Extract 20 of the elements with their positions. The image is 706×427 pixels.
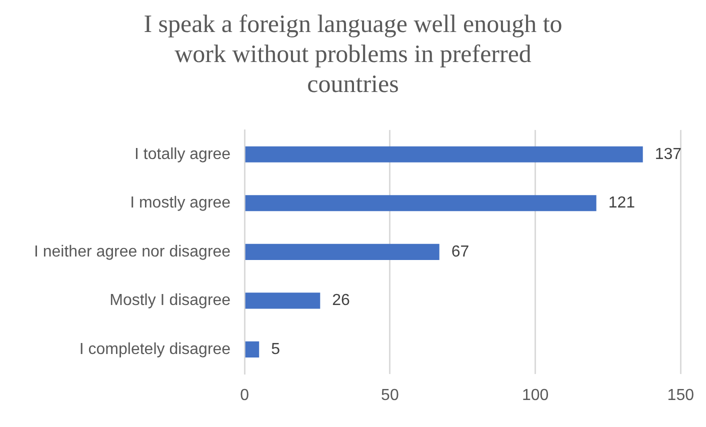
x-tick-label: 150 bbox=[667, 386, 694, 404]
x-tick-label: 100 bbox=[522, 386, 549, 404]
chart-title: I speak a foreign language well enough to work without problems in preferred countries bbox=[142, 10, 564, 100]
bar bbox=[245, 146, 643, 162]
x-tick-label: 0 bbox=[240, 386, 250, 404]
y-tick-label: I completely disagree bbox=[79, 340, 231, 358]
data-label: 137 bbox=[654, 146, 682, 163]
data-label: 67 bbox=[451, 243, 470, 260]
x-tick-label: 50 bbox=[381, 386, 399, 404]
bar bbox=[245, 195, 596, 212]
data-label: 26 bbox=[332, 292, 350, 310]
y-tick-label: I mostly agree bbox=[130, 194, 231, 212]
bar bbox=[245, 341, 260, 358]
y-tick-label: I totally agree bbox=[134, 146, 231, 163]
bar bbox=[245, 292, 320, 309]
data-label: 121 bbox=[608, 194, 636, 212]
bar bbox=[245, 244, 440, 260]
data-label: 5 bbox=[271, 340, 280, 358]
y-tick-label: Mostly I disagree bbox=[110, 292, 231, 310]
y-tick-label: I neither agree nor disagree bbox=[34, 243, 231, 260]
